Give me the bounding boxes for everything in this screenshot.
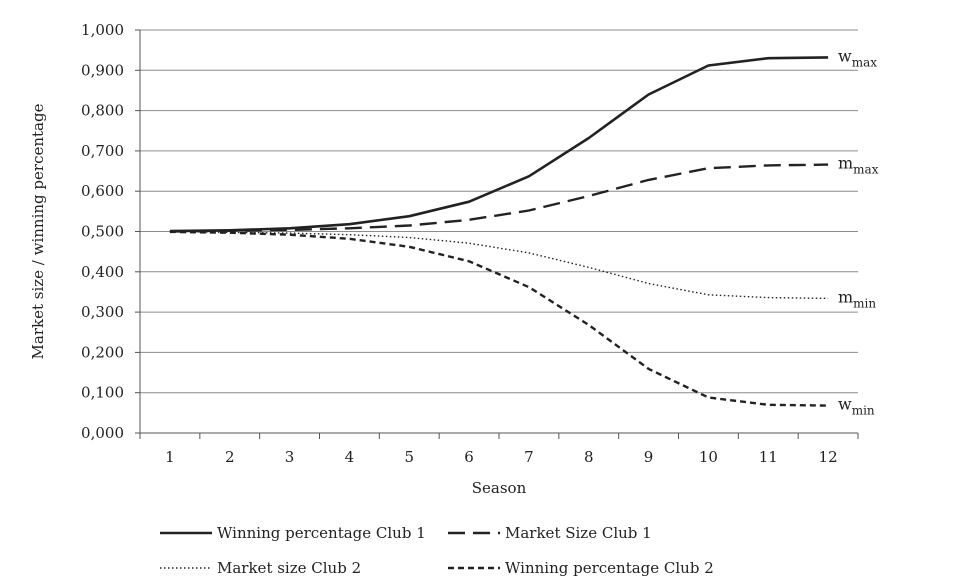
legend-label: Winning percentage Club 2 <box>505 559 714 577</box>
y-tick-label: 0,600 <box>81 182 124 200</box>
x-tick-label: 12 <box>819 448 838 466</box>
y-tick-label: 0,800 <box>81 102 124 120</box>
x-tick-label: 9 <box>644 448 654 466</box>
x-tick-label: 4 <box>345 448 355 466</box>
x-tick-label: 8 <box>584 448 594 466</box>
y-tick-label: 0,700 <box>81 142 124 160</box>
x-tick-label: 5 <box>404 448 414 466</box>
legend-item: Market size Club 2 <box>160 559 361 577</box>
x-axis-title: Season <box>472 479 527 497</box>
series-end-label: mmax <box>838 154 879 177</box>
series-end-label: mmin <box>838 287 876 310</box>
legend: Winning percentage Club 1 Market Size Clu… <box>160 524 714 577</box>
series-end-labels: wmax mmax mmin wmin <box>838 46 879 417</box>
gridlines <box>140 29 858 394</box>
y-tick-label: 1,000 <box>81 21 124 39</box>
legend-label: Winning percentage Club 1 <box>217 524 426 542</box>
y-tick-label: 0,100 <box>81 384 124 402</box>
x-tick-label: 2 <box>225 448 235 466</box>
series-lines <box>169 56 829 407</box>
series-line-2 <box>169 163 829 233</box>
series-line-1 <box>169 56 829 233</box>
series-end-label: wmin <box>838 395 875 418</box>
legend-label: Market Size Club 1 <box>505 524 652 542</box>
x-tick-label: 6 <box>464 448 474 466</box>
series-line-4 <box>169 230 829 407</box>
x-tick-label: 7 <box>524 448 534 466</box>
series-line-3 <box>169 230 829 300</box>
y-tick-label: 0,900 <box>81 61 124 79</box>
x-tick-label: 3 <box>285 448 295 466</box>
legend-item: Market Size Club 1 <box>448 524 652 542</box>
x-tick-label: 1 <box>165 448 175 466</box>
series-end-label: wmax <box>838 46 877 69</box>
y-axis-title: Market size / winning percentage <box>29 103 47 359</box>
y-tick-label: 0,200 <box>81 343 124 361</box>
tick-labels: 0,000 0,100 0,200 0,300 0,400 0,500 0,600 0,700… <box>81 21 838 466</box>
y-tick-label: 0,000 <box>81 424 124 442</box>
y-tick-label: 0,500 <box>81 223 124 241</box>
legend-label: Market size Club 2 <box>217 559 361 577</box>
y-tick-label: 0,300 <box>81 303 124 321</box>
legend-item: Winning percentage Club 2 <box>448 559 714 577</box>
y-tick-label: 0,400 <box>81 263 124 281</box>
axes <box>135 29 859 439</box>
x-tick-label: 11 <box>759 448 778 466</box>
legend-item: Winning percentage Club 1 <box>160 524 426 542</box>
x-tick-label: 10 <box>699 448 718 466</box>
